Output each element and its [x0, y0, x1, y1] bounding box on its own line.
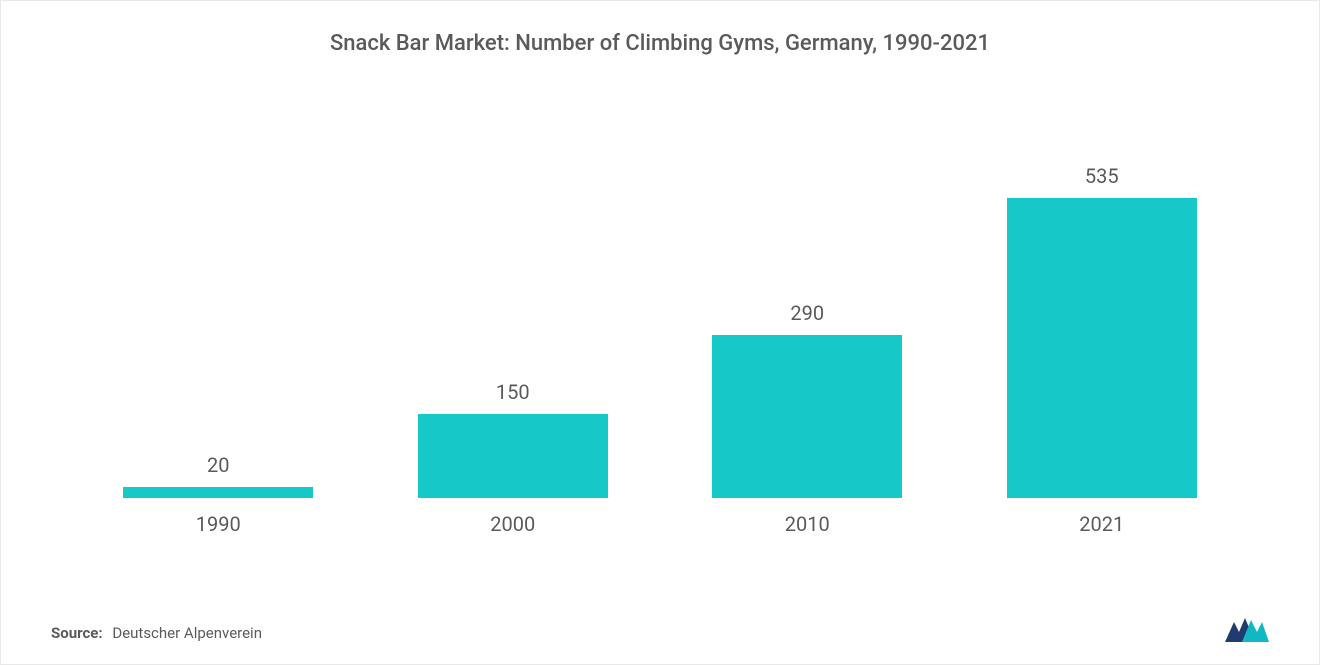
category-label: 1990 [196, 512, 241, 536]
bar-group: 150 2000 [383, 380, 642, 536]
category-label: 2000 [490, 512, 535, 536]
chart-title: Snack Bar Market: Number of Climbing Gym… [51, 31, 1269, 56]
bar-group: 20 1990 [89, 453, 348, 536]
value-label: 535 [1085, 164, 1119, 188]
bar [123, 487, 313, 498]
source-line: Source: Deutscher Alpenverein [51, 624, 262, 642]
bar [712, 335, 902, 498]
bar-chart: 20 1990 150 2000 290 2010 535 2021 [51, 66, 1269, 536]
value-label: 20 [207, 453, 229, 477]
source-label: Source: [51, 624, 103, 642]
category-label: 2021 [1079, 512, 1124, 536]
source-text: Deutscher Alpenverein [112, 624, 262, 642]
bar [418, 414, 608, 498]
bar-group: 535 2021 [972, 164, 1231, 536]
bar-group: 290 2010 [678, 301, 937, 536]
category-label: 2010 [785, 512, 830, 536]
mordor-logo-icon [1225, 614, 1269, 642]
bar [1007, 198, 1197, 498]
value-label: 290 [790, 301, 824, 325]
chart-footer: Source: Deutscher Alpenverein [51, 614, 1269, 642]
value-label: 150 [496, 380, 530, 404]
